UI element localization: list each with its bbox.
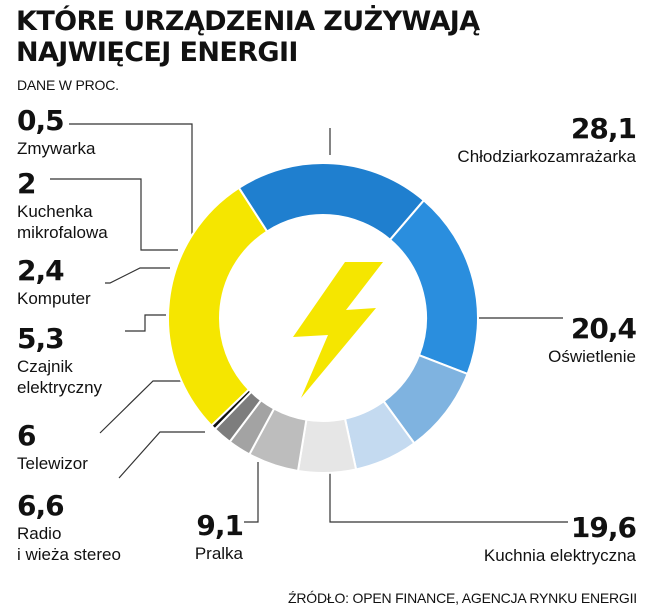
value-label-komputer: 2,4 (17, 254, 64, 287)
slice-chlodziarkozamrazarka (167, 186, 269, 428)
value-label-kuchenka-mikrofalowa: 2 (17, 167, 35, 200)
chart-subtitle: DANE W PROC. (17, 77, 119, 93)
donut-slices (167, 162, 479, 474)
leader-line-telewizor (99, 380, 181, 434)
category-label-komputer: Komputer (17, 289, 91, 308)
value-label-oswietlenie: 20,4 (571, 312, 637, 345)
category-label-czajnik-elektryczny-line-2: elektryczny (17, 378, 103, 397)
category-label-radio-i-wieza-stereo-line-1: Radio (17, 524, 61, 543)
leader-line-zmywarka (69, 123, 193, 242)
leader-line-pralka (244, 462, 259, 523)
slice-telewizor (296, 417, 358, 474)
slice-kuchnia-elektryczna (388, 198, 479, 376)
leader-line-czajnik-elektryczny (125, 314, 166, 332)
category-label-zmywarka: Zmywarka (17, 139, 96, 158)
slice-labels: 28,1 Chłodziarkozamrażarka 20,4 Oświetlenie… (17, 104, 638, 565)
leader-line-komputer (105, 267, 170, 284)
value-label-kuchnia-elektryczna: 19,6 (571, 511, 636, 544)
value-label-czajnik-elektryczny: 5,3 (17, 322, 64, 355)
category-label-chlodziarkozamrazarka: Chłodziarkozamrażarka (457, 147, 636, 166)
value-label-pralka: 9,1 (196, 509, 243, 542)
category-label-kuchnia-elektryczna: Kuchnia elektryczna (484, 546, 637, 565)
chart-title: KTÓRE URZĄDZENIA ZUŻYWAJĄ NAJWIĘCEJ ENER… (16, 6, 576, 68)
category-label-telewizor: Telewizor (17, 454, 88, 473)
slice-oswietlenie (237, 162, 426, 242)
leader-line-kuchnia-elektryczna (329, 470, 568, 523)
leader-lines (50, 123, 568, 523)
leader-line-radio-i-wieza-stereo (118, 431, 205, 479)
source-note: ŹRÓDŁO: OPEN FINANCE, AGENCJA RYNKU ENER… (288, 590, 637, 606)
lightning-bolt-icon (293, 262, 383, 398)
category-label-czajnik-elektryczny-line-1: Czajnik (17, 357, 73, 376)
category-label-radio-i-wieza-stereo-line-2: i wieża stereo (17, 545, 121, 564)
title-line-1: KTÓRE URZĄDZENIA ZUŻYWAJĄ (16, 6, 480, 37)
leader-line-kuchenka-mikrofalowa (50, 178, 178, 251)
value-label-zmywarka: 0,5 (17, 104, 64, 137)
value-label-telewizor: 6 (17, 419, 35, 452)
category-label-pralka: Pralka (195, 544, 244, 563)
category-label-oswietlenie: Oświetlenie (548, 347, 636, 366)
slice-zmywarka (210, 388, 253, 431)
value-label-chlodziarkozamrazarka: 28,1 (571, 112, 636, 145)
value-label-radio-i-wieza-stereo: 6,6 (17, 489, 64, 522)
title-line-2: NAJWIĘCEJ ENERGII (16, 37, 298, 68)
category-label-kuchenka-mikrofalowa-line-2: mikrofalowa (17, 223, 108, 242)
category-label-kuchenka-mikrofalowa-line-1: Kuchenka (17, 202, 93, 221)
